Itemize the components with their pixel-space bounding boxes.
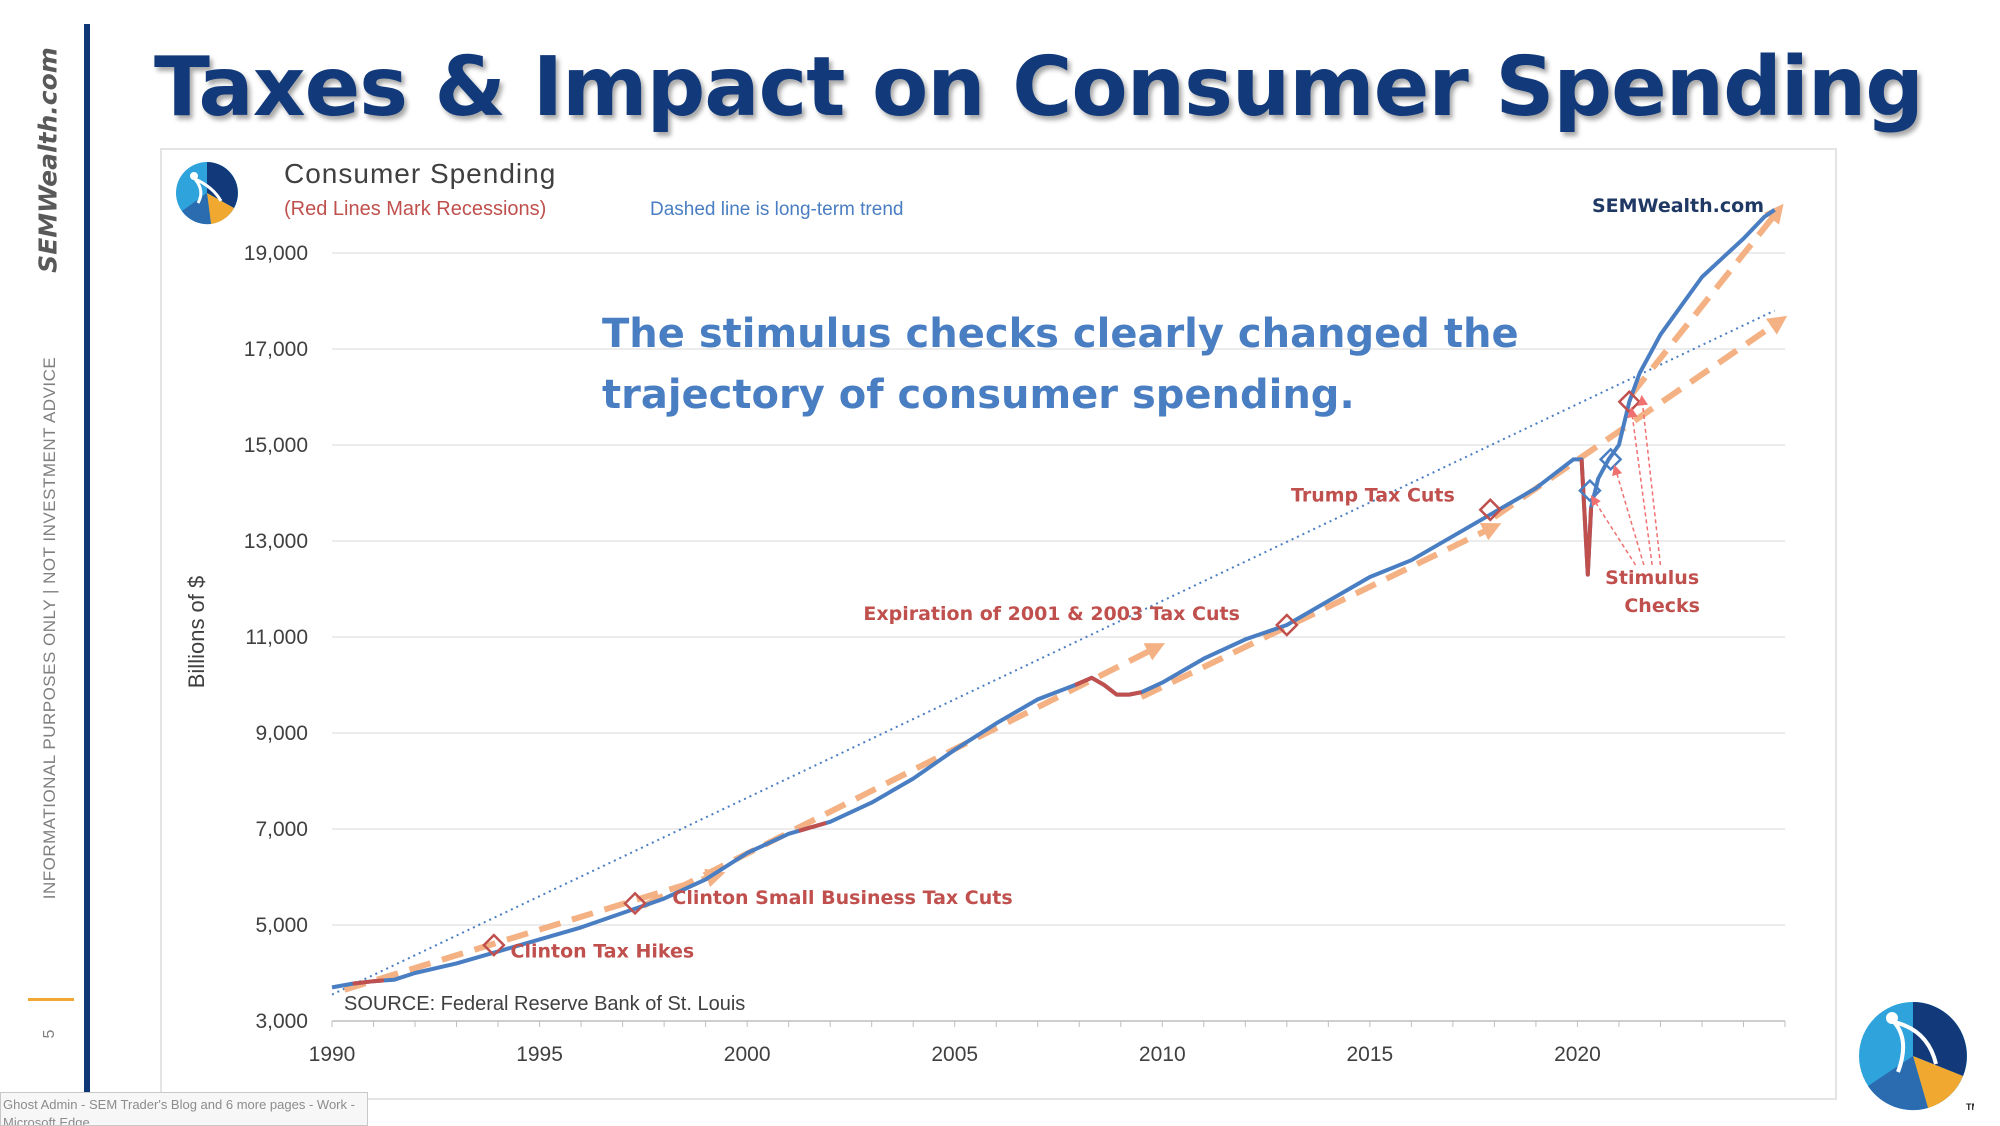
- logo-figure-lines: [1892, 1020, 1938, 1073]
- recession-segment-0: [352, 978, 385, 986]
- stimulus-pointer-1: [1612, 464, 1645, 566]
- logo-figure-lines: [193, 177, 223, 204]
- y-tick-label-17000: 17,000: [244, 338, 308, 361]
- logo-mid-slice: [1868, 1056, 1928, 1111]
- chart-subtitle-recessions: (Red Lines Mark Recessions): [284, 198, 546, 220]
- orange-trend-arrow-1: [642, 643, 1165, 909]
- chart-frame: 3,000 5,000 7,000 9,000 11,000 13,000 15,000 17…: [160, 148, 1837, 1100]
- chart-logo-icon: [176, 162, 238, 225]
- orange-arrows: [343, 203, 1788, 993]
- side-orange-divider: [28, 998, 74, 1001]
- series-lines: [331, 208, 1776, 990]
- semwealth-logo-icon: TM: [1859, 1002, 1974, 1112]
- headline-line-1: The stimulus checks clearly changed the: [602, 311, 1519, 357]
- x-tick-label-2020: 2020: [1554, 1043, 1601, 1066]
- chart-brand: SEMWealth.com: [1592, 195, 1764, 217]
- x-tick-label-2005: 2005: [931, 1043, 978, 1066]
- stimulus-pointer-0: [1590, 495, 1637, 566]
- logo-orange-slice: [1913, 1056, 1963, 1108]
- logo-dark-slice: [1913, 1002, 1967, 1076]
- side-disclaimer: INFORMATIONAL PURPOSES ONLY | NOT INVEST…: [40, 356, 59, 900]
- x-tick-label-2000: 2000: [724, 1043, 771, 1066]
- consumer-spending-line: [331, 208, 1776, 990]
- axes: 3,000 5,000 7,000 9,000 11,000 13,000 15,000 17…: [244, 242, 1786, 1066]
- stimulus-marker-1: [1598, 447, 1623, 472]
- y-tick-label-15000: 15,000: [244, 434, 308, 457]
- stimulus-pointers: [1590, 394, 1662, 566]
- logo-orange-slice: [207, 193, 234, 224]
- y-tick-label-9000: 9,000: [255, 722, 308, 745]
- x-tick-label-1995: 1995: [516, 1043, 563, 1066]
- headline-line-2: trajectory of consumer spending.: [602, 372, 1355, 418]
- logo-figure-head: [190, 172, 198, 180]
- x-tick-label-2010: 2010: [1139, 1043, 1186, 1066]
- side-brand-text: SEMWealth.com: [33, 47, 63, 273]
- annotation-label-2: Expiration of 2001 & 2003 Tax Cuts: [863, 603, 1240, 625]
- trend-line: [331, 309, 1776, 996]
- chart-title: Consumer Spending: [284, 158, 556, 189]
- stimulus-marker-0: [1578, 478, 1602, 503]
- long-term-trend-line: [331, 309, 1776, 996]
- grid-lines: [332, 252, 1785, 926]
- slide-title: Taxes & Impact on Consumer Spending: [154, 40, 1924, 135]
- annotation-label-3: Trump Tax Cuts: [1291, 485, 1455, 507]
- recession-segment-3: [1579, 459, 1594, 577]
- taskbar-tooltip: Ghost Admin - SEM Trader's Blog and 6 mo…: [0, 1092, 368, 1126]
- annotation-label-0: Clinton Tax Hikes: [511, 941, 695, 963]
- recession-segment-1: [798, 821, 827, 833]
- orange-trend-arrow-0: [343, 868, 726, 993]
- event-marker-0: [482, 933, 506, 957]
- event-marker-2: [1275, 613, 1299, 637]
- logo-dark-slice: [207, 162, 238, 208]
- chart-labels: Clinton Tax Hikes Clinton Small Business …: [511, 485, 1700, 963]
- consumer-spending-chart: 3,000 5,000 7,000 9,000 11,000 13,000 15,000 17…: [176, 158, 1788, 1066]
- y-tick-label-3000: 3,000: [255, 1010, 308, 1033]
- event-markers: [482, 390, 1642, 957]
- chart-subtitle-trend: Dashed line is long-term trend: [650, 199, 903, 220]
- y-tick-label-13000: 13,000: [244, 530, 308, 553]
- recession-segment-2: [1074, 675, 1142, 697]
- stimulus-label-line-0: Stimulus: [1605, 567, 1699, 589]
- event-marker-1: [623, 891, 647, 916]
- logo-trademark: TM: [1966, 1102, 1974, 1112]
- x-tick-label-2015: 2015: [1346, 1043, 1393, 1066]
- x-tick-label-1990: 1990: [309, 1043, 356, 1066]
- orange-trend-arrow-3: [1492, 315, 1788, 520]
- source-note: SOURCE: Federal Reserve Bank of St. Loui…: [344, 993, 745, 1015]
- y-tick-label-11000: 11,000: [245, 626, 308, 649]
- page-number: 5: [41, 1029, 58, 1039]
- stimulus-pointer-2: [1627, 406, 1653, 566]
- logo-figure-head: [1886, 1012, 1898, 1024]
- y-tick-label-5000: 5,000: [255, 914, 308, 937]
- event-marker-3: [1478, 498, 1503, 522]
- logo-mid-slice: [182, 193, 211, 225]
- annotation-label-1: Clinton Small Business Tax Cuts: [672, 887, 1012, 909]
- orange-trend-arrow-4: [1629, 203, 1784, 397]
- y-tick-label-7000: 7,000: [255, 818, 308, 841]
- left-accent-bar: [84, 24, 90, 1114]
- stimulus-label-line-1: Checks: [1624, 595, 1700, 617]
- y-tick-label-19000: 19,000: [244, 242, 308, 265]
- y-axis-label: Billions of $: [184, 576, 209, 689]
- stimulus-pointer-3: [1637, 394, 1662, 566]
- orange-trend-arrow-2: [1140, 522, 1502, 700]
